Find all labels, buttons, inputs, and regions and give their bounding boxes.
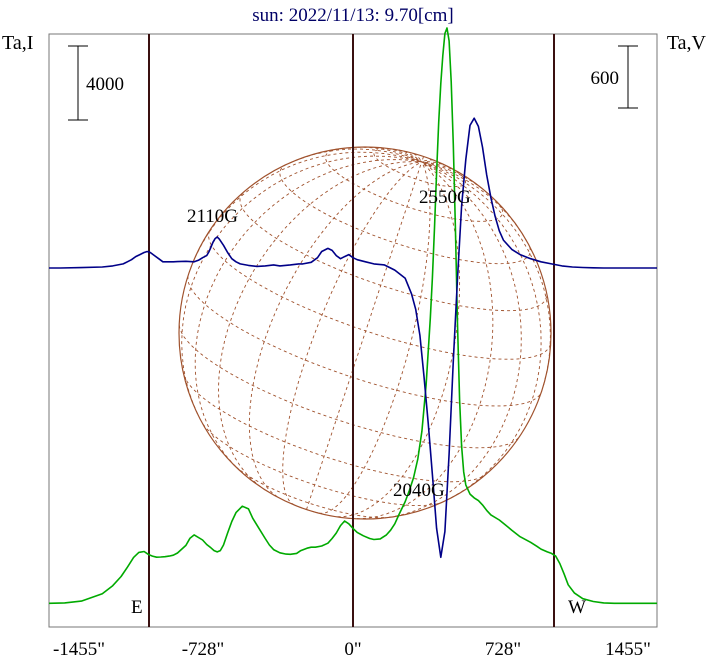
longitude-line [357, 146, 422, 163]
stokes-v-series-line [49, 117, 657, 559]
longitude-line [413, 153, 423, 163]
annotation-2550g: 2550G [419, 187, 471, 208]
longitude-line [218, 161, 422, 491]
longitude-line [190, 151, 422, 269]
longitude-line [421, 159, 433, 163]
longitude-line [282, 161, 422, 506]
longitude-line [350, 161, 494, 520]
left-axis-label: Ta,I [2, 32, 33, 54]
latitude-line [208, 230, 552, 360]
longitude-line [421, 161, 542, 499]
x-tick-label: 0" [344, 639, 361, 660]
series-layer [48, 27, 657, 605]
annotation-west: W [568, 597, 586, 618]
scale-bar-right-label: 600 [591, 68, 620, 89]
scale-bar-left [68, 45, 88, 121]
latitude-line [178, 325, 519, 449]
latitude-line [183, 375, 486, 483]
x-tick-label: -1455" [53, 639, 105, 660]
right-axis-label: Ta,V [667, 32, 707, 54]
longitude-line [387, 148, 422, 163]
latitude-line [239, 192, 548, 312]
longitude-line [194, 159, 422, 471]
annotation-2040g: 2040G [393, 480, 445, 501]
longitude-line [289, 148, 422, 164]
longitude-line [421, 161, 528, 242]
longitude-line [421, 161, 551, 386]
annotation-east: E [131, 597, 143, 618]
chart-title: sun: 2022/11/13: 9.70[cm] [252, 5, 453, 26]
solar-disk-grid [178, 146, 552, 520]
longitude-line [421, 161, 448, 167]
scale-bar-right [618, 45, 638, 109]
longitude-line [398, 149, 422, 163]
longitude-line [306, 161, 423, 510]
stokes-i-series-line [48, 27, 657, 605]
latitude-line [187, 276, 542, 407]
longitude-line [421, 161, 457, 172]
x-tick-label: -728" [182, 639, 225, 660]
longitude-line [421, 156, 424, 163]
x-tick-label: 728" [485, 639, 521, 660]
longitude-line [337, 161, 461, 518]
scale-bar-left-label: 4000 [86, 74, 124, 95]
latitude-line [373, 148, 467, 188]
latitude-line [279, 164, 531, 265]
longitude-line [248, 161, 422, 498]
longitude-line [383, 161, 522, 519]
x-tick-label: 1455" [605, 639, 651, 660]
longitude-line [181, 155, 422, 415]
longitude-line [319, 161, 431, 514]
annotation-2110g: 2110G [187, 206, 238, 227]
